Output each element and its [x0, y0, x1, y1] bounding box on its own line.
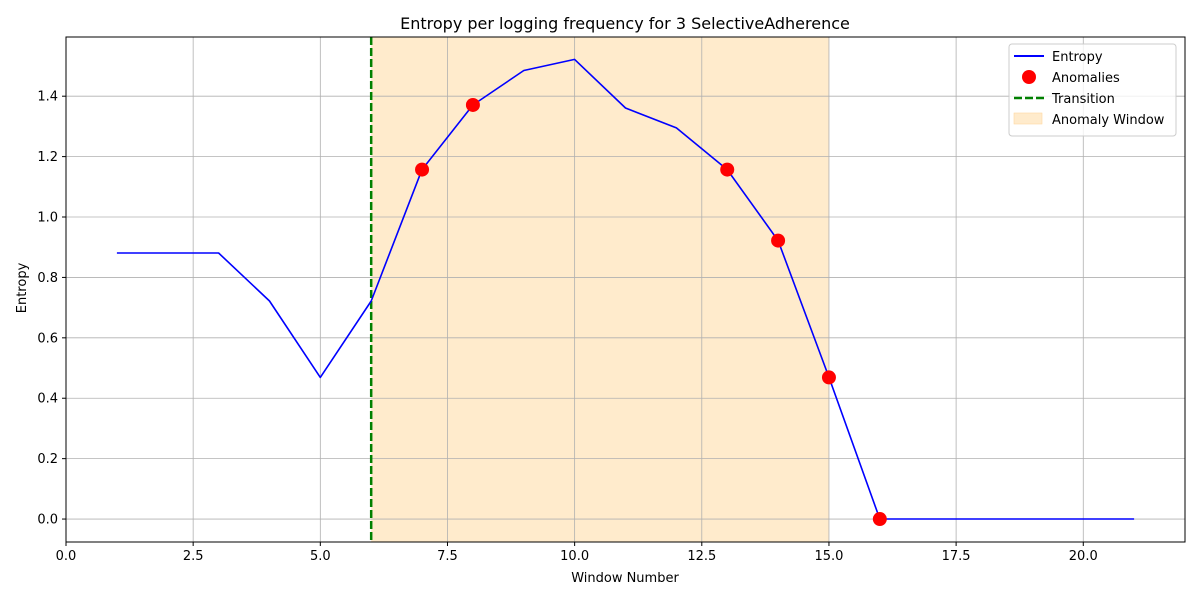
x-tick-label: 2.5 — [183, 549, 204, 564]
x-ticks-layer: 0.0 2.5 5.0 7.5 10.0 12.5 15.0 17.5 20.0 — [56, 542, 1098, 564]
anomaly-point — [720, 162, 735, 177]
legend-box — [1008, 43, 1177, 137]
anomaly-point — [821, 370, 836, 385]
anomaly-window-layer — [371, 37, 829, 542]
anomaly-point — [415, 162, 430, 177]
y-ticks-layer: 0.0 0.2 0.4 0.6 0.8 1.0 1.2 1.4 — [37, 90, 66, 528]
x-axis-label: Window Number — [571, 571, 679, 586]
legend-entropy-label: Entropy — [1052, 50, 1103, 65]
y-tick-label: 1.0 — [37, 211, 58, 226]
anomaly-points-layer — [415, 97, 887, 527]
legend-anomaly-window-swatch — [1013, 112, 1043, 125]
legend-transition-label: Transition — [1051, 92, 1115, 107]
anomaly-point — [465, 97, 480, 112]
entropy-line-layer — [116, 58, 1135, 520]
anomaly-point — [771, 233, 786, 248]
legend-anomalies-swatch — [1022, 70, 1036, 84]
legend: Entropy Anomalies Transition Anomaly Win… — [1008, 43, 1177, 137]
y-tick-label: 1.4 — [37, 90, 58, 105]
axes-layer — [65, 36, 1186, 543]
y-tick-label: 0.2 — [37, 452, 58, 467]
x-tick-label: 20.0 — [1069, 549, 1098, 564]
y-tick-label: 1.2 — [37, 150, 58, 165]
anomaly-window-span — [371, 37, 829, 542]
plot-frame — [65, 36, 1186, 543]
x-tick-label: 0.0 — [56, 549, 77, 564]
y-tick-label: 0.0 — [37, 513, 58, 528]
y-tick-label: 0.4 — [37, 392, 58, 407]
y-tick-label: 0.8 — [37, 271, 58, 286]
y-tick-label: 0.6 — [37, 331, 58, 346]
x-tick-label: 17.5 — [942, 549, 971, 564]
y-axis-label: Entropy — [15, 262, 30, 313]
anomaly-point — [872, 512, 887, 527]
x-tick-label: 12.5 — [687, 549, 716, 564]
x-tick-label: 10.0 — [560, 549, 589, 564]
entropy-line — [116, 58, 1135, 520]
x-tick-label: 7.5 — [437, 549, 458, 564]
x-tick-label: 15.0 — [814, 549, 843, 564]
legend-anomaly-window-label: Anomaly Window — [1052, 113, 1165, 128]
x-tick-label: 5.0 — [310, 549, 331, 564]
legend-anomalies-label: Anomalies — [1052, 71, 1120, 86]
chart-title: Entropy per logging frequency for 3 Sele… — [400, 14, 850, 33]
